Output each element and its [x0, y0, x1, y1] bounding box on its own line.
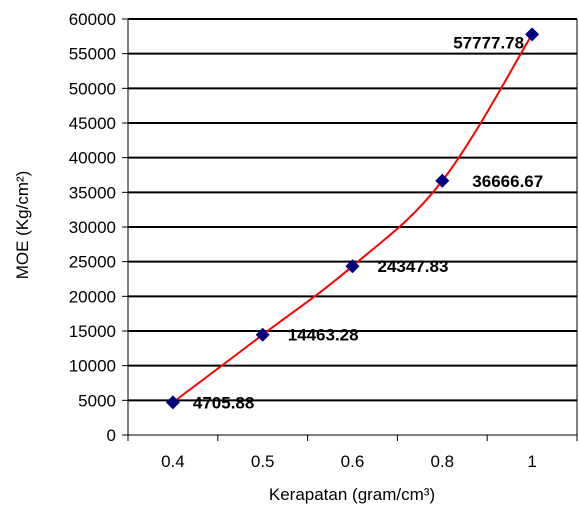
y-tick-labels: 0 5000 10000 15000 20000 25000 30000 35000 40000… — [69, 10, 116, 445]
axes — [122, 18, 578, 441]
series-line — [172, 33, 533, 404]
x-axis-title: Kerapatan (gram/cm³) — [269, 485, 435, 504]
y-tick-label: 20000 — [69, 287, 116, 306]
y-tick-label: 10000 — [69, 357, 116, 376]
y-tick-label: 60000 — [69, 10, 116, 29]
x-tick-label: 0.4 — [161, 452, 185, 471]
x-tick-label: 0.6 — [341, 452, 365, 471]
y-tick-label: 35000 — [69, 183, 116, 202]
series-markers — [165, 27, 540, 410]
y-tick-label: 5000 — [78, 391, 116, 410]
x-tick-labels: 0.4 0.5 0.6 0.8 1 — [161, 452, 537, 471]
y-tick-label: 55000 — [69, 45, 116, 64]
data-label: 4705.88 — [193, 393, 254, 412]
data-point — [255, 327, 270, 342]
y-tick-label: 30000 — [69, 218, 116, 237]
x-tick-label: 0.5 — [251, 452, 275, 471]
data-label: 14463.28 — [288, 326, 359, 345]
y-axis-title: MOE (Kg/cm²) — [13, 171, 32, 280]
data-point — [165, 395, 180, 410]
data-label: 24347.83 — [378, 257, 449, 276]
data-point — [525, 27, 540, 42]
y-tick-label: 15000 — [69, 322, 116, 341]
data-labels: 4705.88 14463.28 24347.83 36666.67 57777.78 — [193, 33, 543, 412]
data-point — [345, 259, 360, 274]
data-label: 57777.78 — [453, 33, 524, 52]
x-tick-label: 0.8 — [430, 452, 454, 471]
x-tick-label: 1 — [527, 452, 536, 471]
data-label: 36666.67 — [472, 172, 543, 191]
data-point — [435, 173, 450, 188]
y-tick-label: 40000 — [69, 149, 116, 168]
y-tick-label: 25000 — [69, 253, 116, 272]
y-tick-label: 0 — [107, 426, 116, 445]
y-tick-label: 45000 — [69, 114, 116, 133]
y-tick-label: 50000 — [69, 79, 116, 98]
